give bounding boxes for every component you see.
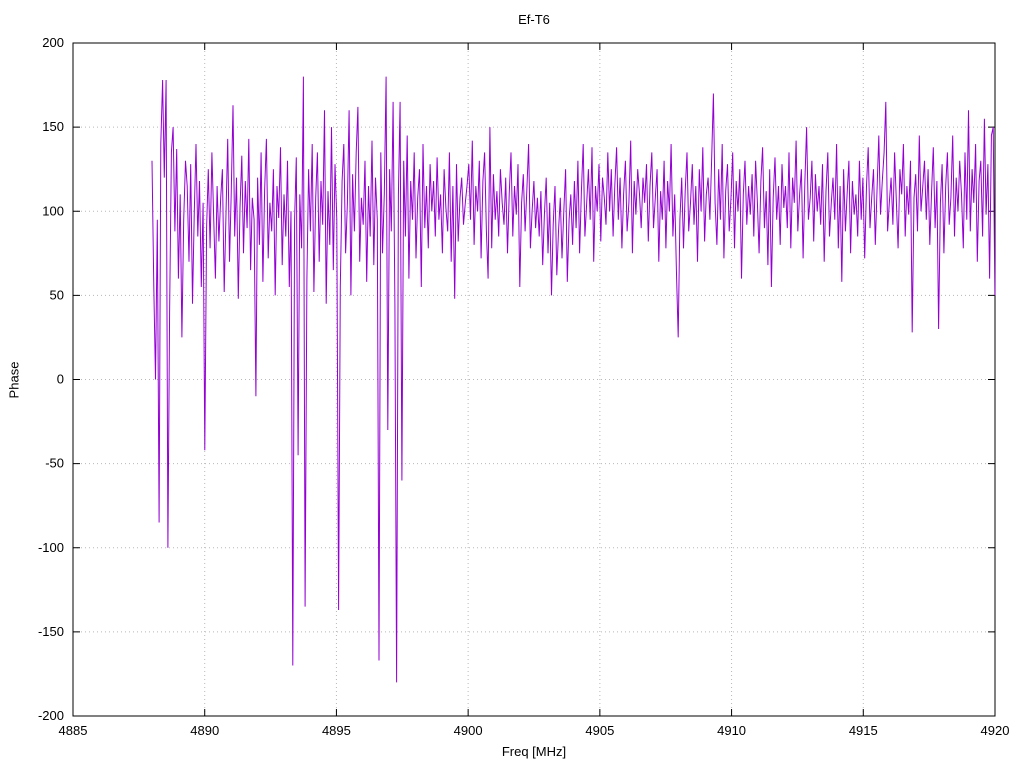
- y-tick-label: 50: [50, 287, 64, 302]
- x-tick-label: 4910: [717, 723, 746, 738]
- y-tick-label: -200: [38, 708, 64, 723]
- x-tick-label: 4885: [59, 723, 88, 738]
- y-tick-label: 200: [42, 35, 64, 50]
- y-tick-label: 100: [42, 203, 64, 218]
- chart-title: Ef-T6: [518, 12, 550, 27]
- x-tick-label: 4890: [190, 723, 219, 738]
- x-tick-label: 4895: [322, 723, 351, 738]
- plot-border: [72, 42, 996, 717]
- data-series-line: [151, 76, 996, 683]
- y-tick-label: 0: [57, 372, 64, 387]
- y-tick-label: -50: [45, 456, 64, 471]
- y-tick-label: -100: [38, 540, 64, 555]
- y-tick-label: -150: [38, 624, 64, 639]
- y-axis-label: Phase: [6, 361, 22, 399]
- x-tick-label: 4905: [585, 723, 614, 738]
- x-tick-label: 4920: [981, 723, 1010, 738]
- y-tick-label: 150: [42, 119, 64, 134]
- x-axis-label: Freq [MHz]: [501, 744, 567, 759]
- x-tick-label: 4915: [849, 723, 878, 738]
- x-tick-label: 4900: [454, 723, 483, 738]
